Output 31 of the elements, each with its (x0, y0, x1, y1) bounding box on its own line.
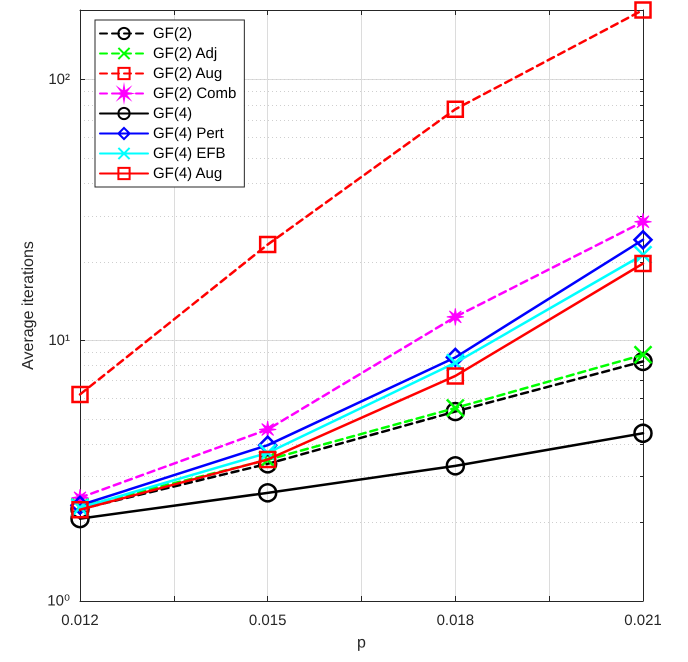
x-tick-label: 0.015 (248, 612, 286, 629)
point (446, 456, 466, 476)
legend-label: GF(2) (153, 25, 192, 42)
point (633, 424, 653, 444)
point (446, 308, 464, 326)
y-axis-title: Average iterations (20, 241, 37, 370)
legend-label: GF(2) Comb (153, 85, 236, 102)
x-tick-label: 0.021 (624, 612, 662, 629)
y-tick-label: 10⁰ (47, 592, 70, 610)
legend-label: GF(4) Aug (153, 165, 222, 182)
point (634, 254, 652, 272)
point (446, 398, 466, 418)
legend-label: GF(4) (153, 105, 192, 122)
x-tick-label: 0.012 (61, 612, 99, 629)
y-tick-label: 10¹ (48, 332, 70, 349)
point (633, 230, 653, 250)
point (633, 345, 653, 365)
point (634, 1, 652, 19)
legend-label: GF(2) Adj (153, 45, 218, 62)
point (446, 100, 464, 118)
point (446, 367, 464, 385)
legend-label: GF(4) EFB (153, 145, 226, 162)
x-tick-label: 0.018 (436, 612, 474, 629)
legend-label: GF(4) Pert (153, 125, 225, 142)
point (258, 236, 276, 254)
point (258, 483, 278, 503)
point (634, 212, 652, 231)
x-axis-title: p (357, 634, 366, 652)
legend-label: GF(2) Aug (153, 65, 222, 82)
y-tick-label: 10² (48, 71, 70, 88)
point (71, 386, 89, 404)
